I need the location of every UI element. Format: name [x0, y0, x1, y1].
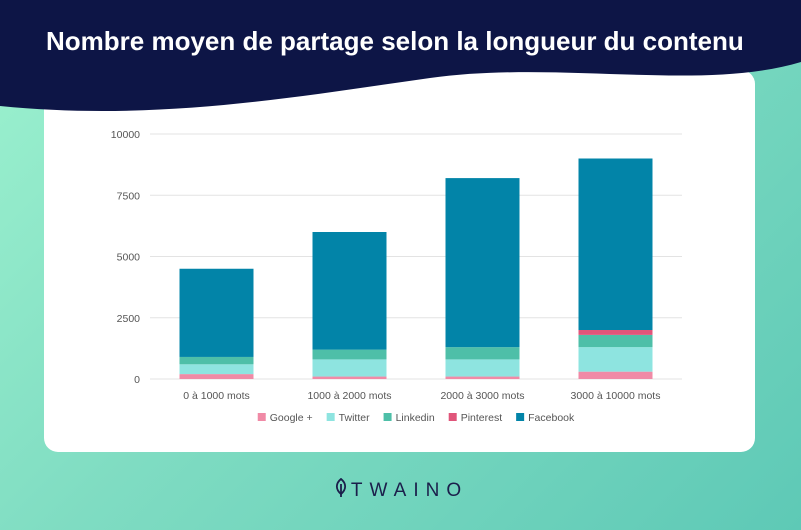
bar-segment-facebook: [312, 232, 387, 350]
y-tick-label: 10000: [111, 129, 140, 141]
x-category-label: 1000 à 2000 mots: [307, 390, 391, 402]
bar-segment-linkedin: [312, 349, 387, 360]
y-tick-label: 7500: [117, 190, 141, 202]
bar-segment-google: [179, 374, 254, 379]
bar-segment-twitter: [578, 347, 653, 372]
bar-segment-linkedin: [578, 334, 653, 348]
bar-segment-linkedin: [179, 356, 254, 365]
legend-swatch-twitter: [326, 413, 335, 421]
bar-segment-twitter: [312, 359, 387, 377]
legend-label-google: Google +: [270, 412, 313, 424]
bar-segment-twitter: [179, 364, 254, 375]
bar-segment-google: [445, 376, 520, 379]
y-tick-label: 0: [134, 374, 140, 386]
x-category-label: 3000 à 10000 mots: [571, 390, 661, 402]
legend-label-pinterest: Pinterest: [461, 412, 503, 424]
bar-segment-google: [578, 371, 653, 379]
bar-segment-linkedin: [445, 347, 520, 360]
legend-label-linkedin: Linkedin: [396, 412, 435, 424]
legend-swatch-google: [257, 413, 266, 421]
x-category-label: 2000 à 3000 mots: [440, 390, 524, 402]
legend-label-twitter: Twitter: [339, 412, 370, 424]
bar-segment-facebook: [578, 158, 653, 330]
bar-segment-facebook: [445, 178, 520, 348]
bar-segment-twitter: [445, 359, 520, 377]
header-banner: [0, 0, 801, 111]
brand-name: TWAINO: [350, 480, 469, 502]
y-tick-label: 5000: [117, 252, 141, 264]
legend-label-facebook: Facebook: [528, 412, 575, 424]
legend-swatch-pinterest: [448, 413, 457, 421]
legend-swatch-facebook: [516, 413, 525, 421]
bar-segment-google: [312, 376, 387, 379]
brand-logo: TWAINO: [0, 477, 801, 504]
page-title: Nombre moyen de partage selon la longueu…: [46, 26, 744, 56]
x-category-label: 0 à 1000 mots: [183, 390, 250, 402]
bar-segment-pinterest: [578, 330, 653, 335]
bar-segment-facebook: [179, 268, 254, 357]
leaf-icon: [333, 477, 349, 504]
y-tick-label: 2500: [117, 313, 141, 325]
legend-swatch-linkedin: [383, 413, 392, 421]
